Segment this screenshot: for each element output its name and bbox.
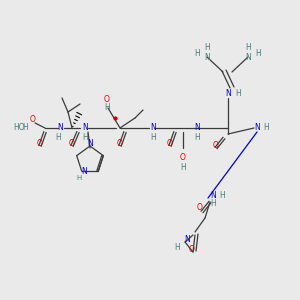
Text: H: H bbox=[204, 44, 210, 52]
Text: O: O bbox=[30, 116, 36, 124]
Text: H: H bbox=[245, 44, 251, 52]
Text: O: O bbox=[213, 140, 219, 149]
Text: N: N bbox=[245, 53, 251, 62]
Text: N: N bbox=[82, 124, 88, 133]
Text: N: N bbox=[184, 236, 190, 244]
Text: N: N bbox=[204, 53, 210, 62]
Text: N: N bbox=[81, 167, 87, 176]
Text: N: N bbox=[210, 190, 216, 200]
Text: O: O bbox=[104, 95, 110, 104]
Text: H: H bbox=[174, 244, 180, 253]
Text: H: H bbox=[104, 103, 110, 112]
Text: HO: HO bbox=[14, 124, 25, 133]
Text: H: H bbox=[263, 124, 269, 133]
Text: H: H bbox=[180, 163, 186, 172]
Text: O: O bbox=[167, 139, 173, 148]
Text: H: H bbox=[255, 49, 261, 58]
Text: H: H bbox=[82, 134, 88, 142]
Text: H: H bbox=[194, 134, 200, 142]
Text: N: N bbox=[225, 89, 231, 98]
Text: H: H bbox=[210, 200, 216, 208]
Text: H: H bbox=[22, 124, 28, 133]
Text: O: O bbox=[197, 203, 203, 212]
Text: O: O bbox=[117, 139, 123, 148]
Text: N: N bbox=[150, 124, 156, 133]
Text: H: H bbox=[219, 190, 225, 200]
Text: N: N bbox=[254, 124, 260, 133]
Text: H: H bbox=[194, 49, 200, 58]
Text: H: H bbox=[150, 134, 156, 142]
Text: H: H bbox=[235, 89, 241, 98]
Text: H: H bbox=[76, 175, 81, 181]
Text: O: O bbox=[189, 245, 195, 254]
Text: O: O bbox=[37, 139, 43, 148]
Text: N: N bbox=[194, 124, 200, 133]
Text: N: N bbox=[57, 124, 63, 133]
Text: O: O bbox=[180, 154, 186, 163]
Text: H: H bbox=[55, 134, 61, 142]
Text: O: O bbox=[69, 139, 75, 148]
Text: N: N bbox=[87, 139, 93, 148]
